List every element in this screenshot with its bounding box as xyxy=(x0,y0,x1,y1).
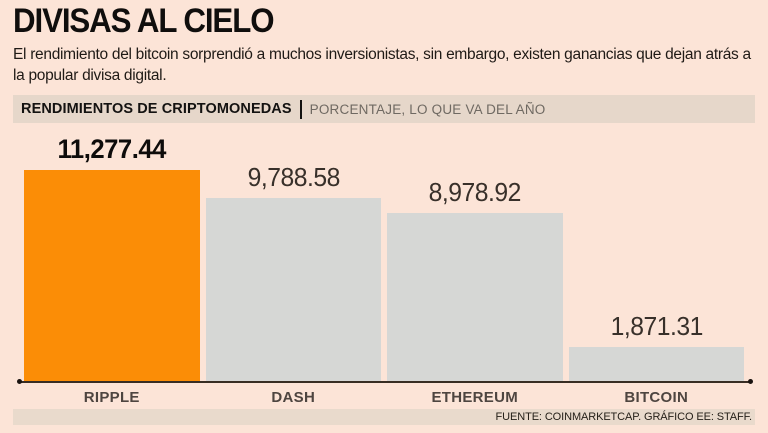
kicker-divider xyxy=(299,99,302,119)
chart-kicker-bar: RENDIMIENTOS DE CRIPTOMONEDAS PORCENTAJE… xyxy=(13,95,755,123)
value-label-ripple: 11,277.44 xyxy=(57,134,167,164)
bar-dash xyxy=(205,198,381,382)
category-label-ethereum: ETHEREUM xyxy=(431,389,519,406)
source-text: FUENTE: COINMARKETCAP. GRÁFICO EE: STAFF… xyxy=(495,411,753,423)
bar-ripple xyxy=(24,170,200,382)
bar-bitcoin xyxy=(568,347,744,382)
category-label-dash: DASH xyxy=(271,389,316,406)
category-label-ripple: RIPPLE xyxy=(83,389,140,406)
bar-ethereum xyxy=(387,213,563,382)
x-axis-line xyxy=(19,381,750,383)
chart-subtitle: PORCENTAJE, LO QUE VA DEL AÑO xyxy=(309,101,546,117)
value-label-dash: 9,788.58 xyxy=(247,162,340,192)
value-label-bitcoin: 1,871.31 xyxy=(610,311,703,341)
bar-chart-plot-area: 11,277.44 9,788.58 8,978.92 1,871.31 xyxy=(24,134,744,382)
page-title: DIVISAS AL CIELO xyxy=(13,2,275,40)
category-label-bitcoin: BITCOIN xyxy=(624,389,689,406)
source-bar: FUENTE: COINMARKETCAP. GRÁFICO EE: STAFF… xyxy=(13,409,755,425)
axis-endpoint-right-dot xyxy=(748,379,753,384)
chart-title: RENDIMIENTOS DE CRIPTOMONEDAS xyxy=(21,101,292,117)
intro-paragraph: El rendimiento del bitcoin sorprendió a … xyxy=(13,46,751,84)
value-label-ethereum: 8,978.92 xyxy=(428,177,522,207)
axis-endpoint-left-dot xyxy=(17,379,22,384)
